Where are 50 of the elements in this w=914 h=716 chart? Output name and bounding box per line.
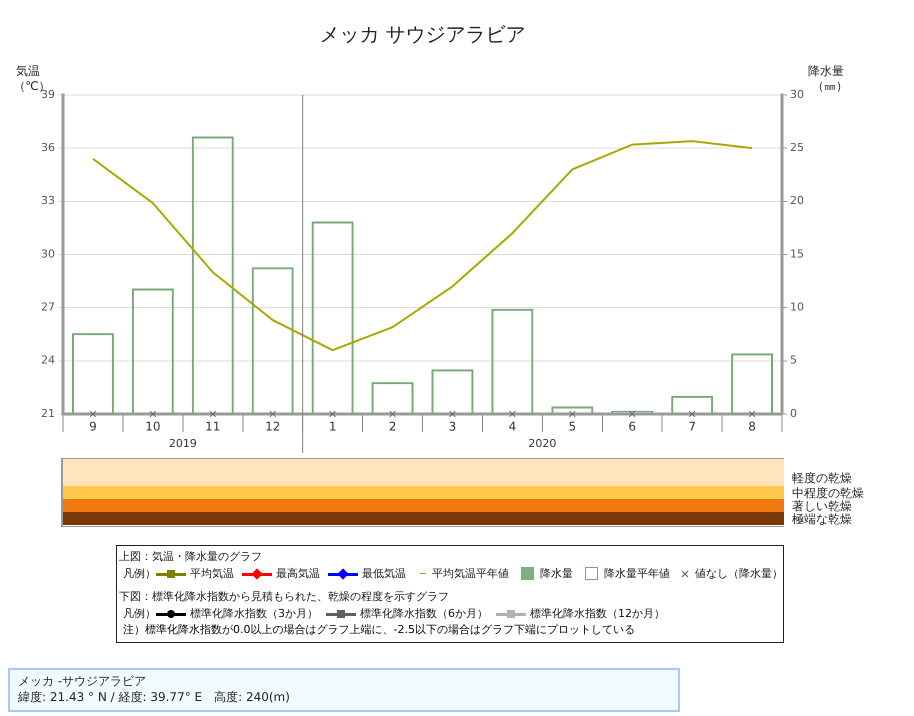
legend-label: 最低気温 xyxy=(361,567,406,580)
legend-label: 降水量平年値 xyxy=(603,567,670,580)
x-tick-label: 10 xyxy=(145,419,161,434)
text: 極端な乾燥 xyxy=(792,512,852,526)
text: メッカ -サウジアラビア xyxy=(18,673,148,689)
y2-tick-label: 25 xyxy=(790,141,804,154)
x-tick-label: 11 xyxy=(205,419,220,434)
x-tick-label: 5 xyxy=(568,419,576,434)
text: 2020 xyxy=(528,436,556,450)
legend-title: 凡例） xyxy=(123,567,156,580)
text: 注）標準化降水指数が0.0以上の場合はグラフ上端に、-2.5以下の場合はグラフ下端にプロットしている xyxy=(123,622,636,638)
y-tick-label: 33 xyxy=(41,194,55,208)
y2-axis-title: 降水量（㎜） xyxy=(808,64,848,94)
x-tick-label: 4 xyxy=(508,419,516,434)
x-tick-label: 7 xyxy=(688,419,696,434)
y-tick-label: 24 xyxy=(41,354,55,367)
y-tick-label: 30 xyxy=(41,247,55,260)
x-tick-label: 6 xyxy=(628,419,636,434)
text: 中程度の乾燥 xyxy=(792,486,864,500)
text: 軽度の乾燥 xyxy=(792,471,852,485)
legend-label: 標準化降水指数（6か月） xyxy=(359,607,488,620)
legend-label: 標準化降水指数（12か月） xyxy=(529,607,665,620)
legend-label: 最高気温 xyxy=(275,567,320,580)
legend-label: 降水量 xyxy=(539,567,573,580)
x-tick-label: 1 xyxy=(328,419,336,434)
y2-tick-label: 10 xyxy=(790,300,804,314)
y2-tick-label: 20 xyxy=(790,194,804,208)
y2-tick-label: 5 xyxy=(790,354,797,367)
text: 下図：標準化降水指数から見積もられた、乾燥の程度を示すグラフ xyxy=(119,589,450,605)
x-tick-label: 12 xyxy=(265,419,280,434)
text: 上図：気温・降水量のグラフ xyxy=(119,549,263,565)
y-tick-label: 36 xyxy=(41,141,55,154)
legend-label: 平均気温 xyxy=(189,567,234,580)
y2-tick-label: 30 xyxy=(790,88,804,101)
text: 緯度: 21.43 ° N / 経度: 39.77° E 高度: 240(m) xyxy=(18,689,291,705)
text: 2019 xyxy=(168,436,197,450)
y2-tick-label: 0 xyxy=(790,406,797,420)
y-tick-label: 21 xyxy=(41,406,55,420)
x-tick-label: 8 xyxy=(748,419,756,434)
x-tick-label: 9 xyxy=(89,419,97,434)
x-tick-label: 2 xyxy=(388,419,396,434)
legend-label: 標準化降水指数（3か月） xyxy=(189,607,318,620)
x-tick-label: 3 xyxy=(448,419,456,434)
legend-label: 値なし（降水量） xyxy=(694,567,783,580)
text: 著しい乾燥 xyxy=(792,499,852,513)
legend-title: 凡例） xyxy=(123,607,156,620)
chart-title: メッカ サウジアラビア xyxy=(319,22,526,46)
y-tick-label: 27 xyxy=(41,300,55,314)
legend-label: 平均気温平年値 xyxy=(431,567,509,580)
y2-tick-label: 15 xyxy=(790,247,804,260)
